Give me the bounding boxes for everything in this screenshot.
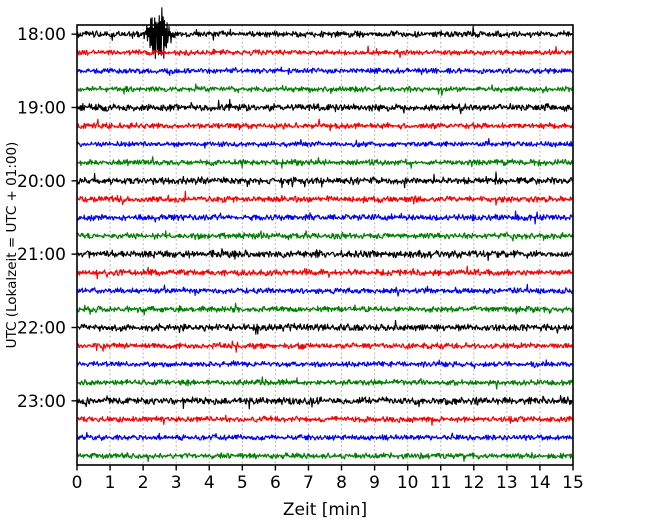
y-tick-label: 21:00 <box>17 245 66 265</box>
x-axis-title: Zeit [min] <box>283 500 367 520</box>
y-tick-label: 20:00 <box>17 172 66 192</box>
x-axis-tick-labels: 0 1 2 3 4 5 6 7 8 9 10 11 12 13 14 15 <box>72 473 584 493</box>
x-tick-label: 13 <box>496 473 518 493</box>
x-tick-label: 12 <box>463 473 485 493</box>
x-tick-label: 3 <box>171 473 182 493</box>
plot-frame-border <box>76 24 574 466</box>
y-tick-label: 22:00 <box>17 319 66 339</box>
x-tick-label: 11 <box>430 473 452 493</box>
x-tick-label: 14 <box>529 473 551 493</box>
y-tick-label: 19:00 <box>17 99 66 119</box>
x-tick-label: 0 <box>72 473 83 493</box>
vertical-gridlines <box>109 25 541 465</box>
x-tick-label: 10 <box>397 473 419 493</box>
y-tick-label: 23:00 <box>17 392 66 412</box>
x-tick-label: 15 <box>562 473 584 493</box>
y-axis-ticks <box>71 33 77 402</box>
plot-area-background <box>77 25 573 465</box>
y-axis-title: UTC (Lokalzeit = UTC + 01:00) <box>4 142 20 349</box>
x-tick-label: 6 <box>270 473 281 493</box>
x-tick-label: 7 <box>303 473 314 493</box>
x-tick-label: 8 <box>336 473 347 493</box>
x-tick-label: 9 <box>369 473 380 493</box>
x-tick-label: 4 <box>204 473 215 493</box>
seismic-traces <box>76 7 574 463</box>
x-tick-label: 1 <box>105 473 116 493</box>
x-tick-label: 2 <box>138 473 149 493</box>
y-axis-tick-labels: 18:00 19:00 20:00 21:00 22:00 23:00 <box>17 25 66 412</box>
x-axis-ticks <box>76 465 574 471</box>
y-tick-label: 18:00 <box>17 25 66 45</box>
x-tick-label: 5 <box>237 473 248 493</box>
